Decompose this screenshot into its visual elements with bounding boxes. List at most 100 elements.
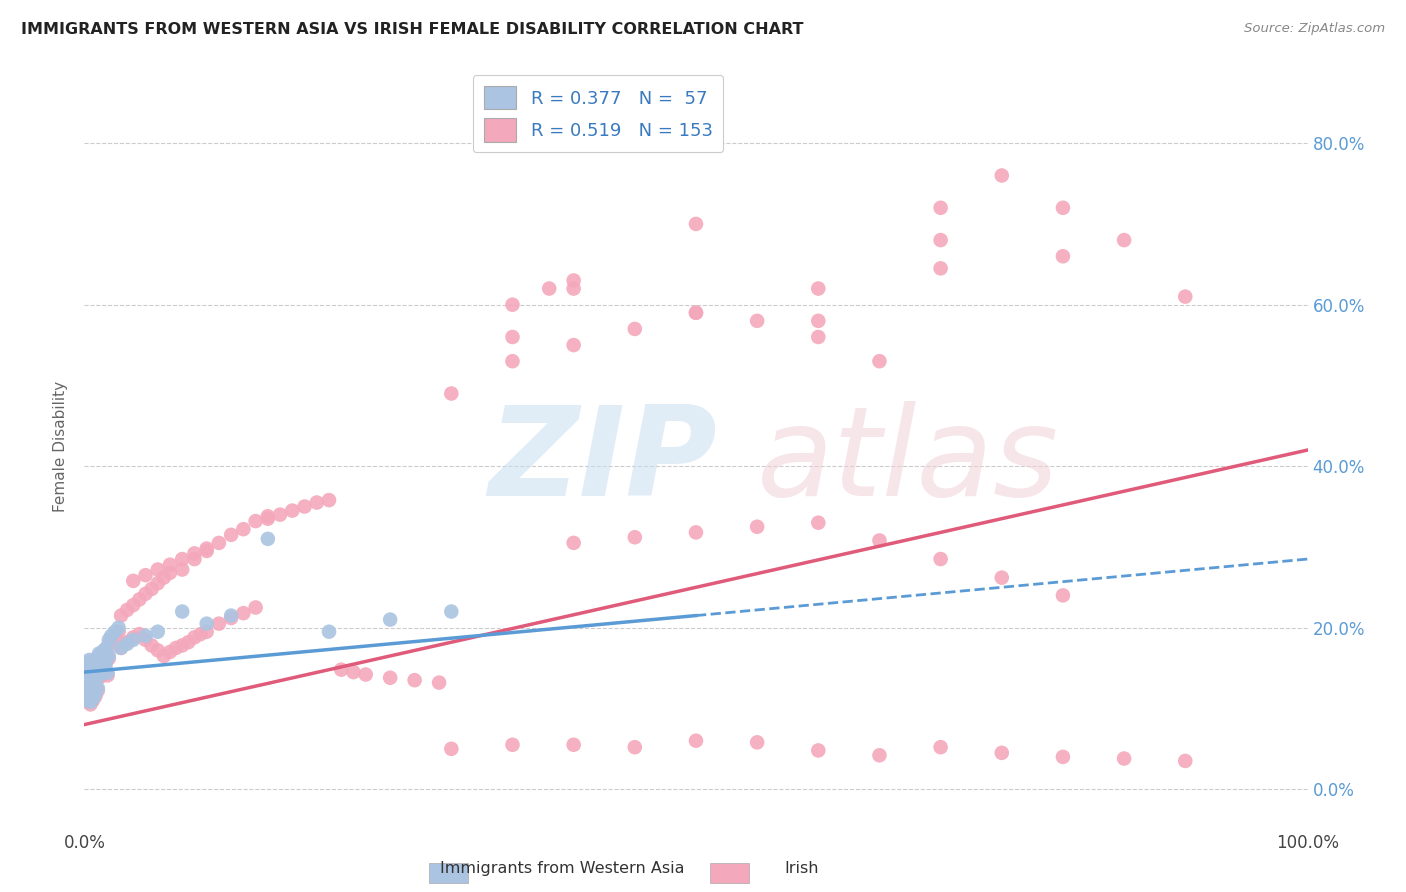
Point: [82, 661, 104, 675]
Point: [87, 647, 110, 661]
Point: [159, 645, 181, 659]
Point: [502, 354, 524, 368]
Point: [685, 525, 707, 540]
Point: [94, 658, 117, 673]
Point: [807, 516, 830, 530]
Point: [146, 643, 169, 657]
Point: [318, 493, 340, 508]
Point: [245, 600, 267, 615]
Point: [84, 669, 107, 683]
Point: [929, 552, 952, 566]
Point: [1174, 290, 1197, 304]
Point: [208, 536, 231, 550]
Point: [77, 675, 100, 690]
Point: [97, 637, 120, 651]
Point: [110, 608, 132, 623]
Text: Immigrants from Western Asia: Immigrants from Western Asia: [440, 861, 685, 876]
Point: [330, 663, 353, 677]
Point: [538, 281, 561, 295]
Point: [89, 667, 111, 681]
Point: [195, 541, 218, 556]
Point: [404, 673, 426, 688]
Point: [562, 536, 585, 550]
Point: [257, 511, 280, 525]
Point: [177, 635, 200, 649]
Point: [87, 648, 110, 663]
Point: [807, 314, 830, 328]
Point: [208, 616, 231, 631]
Point: [153, 648, 176, 663]
Point: [87, 681, 110, 696]
Point: [89, 651, 111, 665]
Point: [141, 582, 163, 596]
Point: [747, 314, 769, 328]
Point: [427, 675, 450, 690]
Point: [991, 571, 1014, 585]
Point: [83, 677, 105, 691]
Point: [77, 673, 100, 688]
Point: [257, 532, 280, 546]
Point: [97, 651, 120, 665]
Point: [135, 629, 157, 643]
Point: [110, 640, 132, 655]
Point: [502, 738, 524, 752]
Point: [86, 670, 108, 684]
Point: [624, 740, 647, 755]
Point: [110, 640, 132, 655]
Point: [1052, 249, 1074, 263]
Point: [80, 669, 103, 683]
Point: [219, 528, 242, 542]
Point: [90, 657, 112, 671]
Point: [94, 660, 117, 674]
Point: [84, 671, 107, 685]
Point: [107, 624, 129, 639]
Point: [195, 616, 218, 631]
Point: [89, 670, 111, 684]
Point: [172, 552, 194, 566]
Point: [87, 665, 110, 679]
Point: [96, 643, 118, 657]
Text: Irish: Irish: [785, 861, 818, 876]
Point: [77, 655, 100, 669]
Point: [83, 657, 105, 671]
Point: [80, 667, 103, 681]
Point: [104, 624, 127, 639]
Text: ZIP: ZIP: [488, 401, 717, 522]
Point: [83, 674, 105, 689]
Point: [75, 657, 97, 671]
Point: [747, 520, 769, 534]
Point: [257, 509, 280, 524]
Point: [624, 530, 647, 544]
Point: [991, 169, 1014, 183]
Point: [165, 640, 187, 655]
Point: [82, 659, 104, 673]
Point: [77, 693, 100, 707]
Point: [75, 657, 97, 671]
Point: [122, 632, 145, 647]
Point: [562, 281, 585, 295]
Point: [77, 695, 100, 709]
Point: [562, 338, 585, 352]
Point: [685, 306, 707, 320]
Point: [1114, 751, 1136, 765]
Point: [79, 657, 101, 671]
Point: [232, 522, 254, 536]
Point: [91, 663, 114, 677]
Point: [380, 671, 402, 685]
Point: [502, 298, 524, 312]
Point: [107, 621, 129, 635]
Point: [354, 667, 377, 681]
Point: [76, 691, 98, 706]
Point: [115, 637, 138, 651]
Point: [79, 659, 101, 673]
Point: [929, 233, 952, 247]
Point: [929, 740, 952, 755]
Point: [190, 627, 212, 641]
Text: atlas: atlas: [758, 401, 1059, 522]
Legend: R = 0.377   N =  57, R = 0.519   N = 153: R = 0.377 N = 57, R = 0.519 N = 153: [472, 75, 724, 153]
Point: [1052, 588, 1074, 602]
Point: [87, 658, 110, 673]
Point: [82, 672, 104, 686]
Point: [79, 673, 101, 688]
Point: [318, 624, 340, 639]
